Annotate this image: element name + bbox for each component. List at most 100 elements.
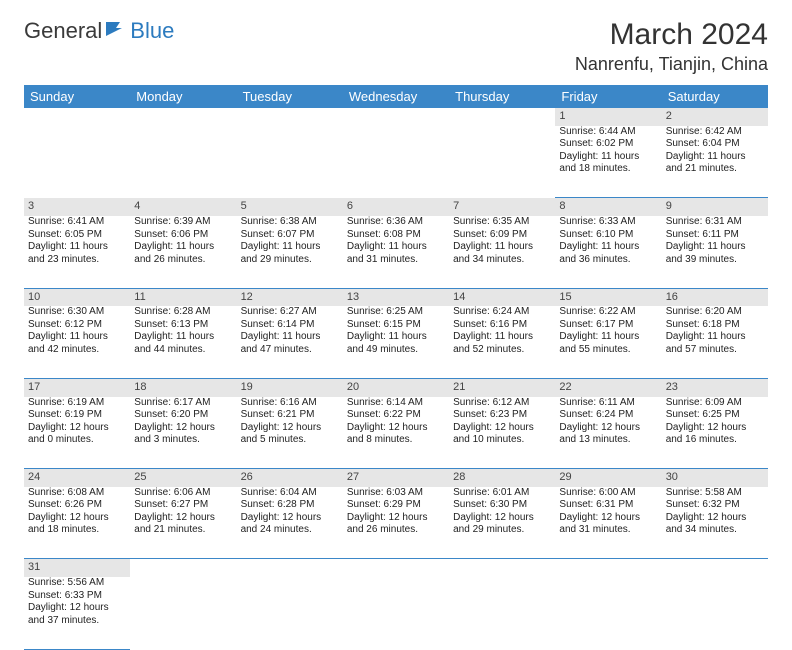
- sunset-text: Sunset: 6:09 PM: [453, 229, 551, 242]
- day-number-cell: 23: [662, 378, 768, 396]
- sunrise-text: Sunrise: 5:56 AM: [28, 577, 126, 590]
- sunset-text: Sunset: 6:32 PM: [666, 499, 764, 512]
- daylight-text: Daylight: 12 hours and 5 minutes.: [241, 422, 339, 447]
- day-number-cell: 16: [662, 288, 768, 306]
- sunrise-text: Sunrise: 6:24 AM: [453, 306, 551, 319]
- sunset-text: Sunset: 6:22 PM: [347, 409, 445, 422]
- day-number-cell: [237, 108, 343, 126]
- weekday-header: Monday: [130, 85, 236, 108]
- day-info-cell: Sunrise: 6:39 AMSunset: 6:06 PMDaylight:…: [130, 216, 236, 288]
- day-number-cell: 13: [343, 288, 449, 306]
- sunset-text: Sunset: 6:25 PM: [666, 409, 764, 422]
- day-info-cell: [662, 577, 768, 649]
- sunset-text: Sunset: 6:05 PM: [28, 229, 126, 242]
- daylight-text: Daylight: 11 hours and 26 minutes.: [134, 241, 232, 266]
- daylight-text: Daylight: 12 hours and 10 minutes.: [453, 422, 551, 447]
- day-number-cell: 25: [130, 469, 236, 487]
- day-info-cell: Sunrise: 5:58 AMSunset: 6:32 PMDaylight:…: [662, 487, 768, 559]
- day-number-cell: 1: [555, 108, 661, 126]
- day-number-cell: 24: [24, 469, 130, 487]
- sunset-text: Sunset: 6:02 PM: [559, 138, 657, 151]
- day-number-cell: 9: [662, 198, 768, 216]
- day-info-cell: Sunrise: 6:25 AMSunset: 6:15 PMDaylight:…: [343, 306, 449, 378]
- calendar-table: Sunday Monday Tuesday Wednesday Thursday…: [24, 85, 768, 650]
- weekday-header: Sunday: [24, 85, 130, 108]
- day-info-cell: Sunrise: 6:33 AMSunset: 6:10 PMDaylight:…: [555, 216, 661, 288]
- day-info-cell: [343, 577, 449, 649]
- day-info-cell: Sunrise: 6:04 AMSunset: 6:28 PMDaylight:…: [237, 487, 343, 559]
- day-info-cell: Sunrise: 6:01 AMSunset: 6:30 PMDaylight:…: [449, 487, 555, 559]
- sunset-text: Sunset: 6:31 PM: [559, 499, 657, 512]
- sunset-text: Sunset: 6:29 PM: [347, 499, 445, 512]
- day-number-cell: 12: [237, 288, 343, 306]
- daylight-text: Daylight: 12 hours and 34 minutes.: [666, 512, 764, 537]
- day-number-row: 24252627282930: [24, 469, 768, 487]
- sunrise-text: Sunrise: 6:20 AM: [666, 306, 764, 319]
- day-info-cell: Sunrise: 6:09 AMSunset: 6:25 PMDaylight:…: [662, 397, 768, 469]
- daylight-text: Daylight: 11 hours and 47 minutes.: [241, 331, 339, 356]
- sunset-text: Sunset: 6:17 PM: [559, 319, 657, 332]
- day-info-row: Sunrise: 6:08 AMSunset: 6:26 PMDaylight:…: [24, 487, 768, 559]
- day-info-cell: Sunrise: 6:28 AMSunset: 6:13 PMDaylight:…: [130, 306, 236, 378]
- daylight-text: Daylight: 11 hours and 44 minutes.: [134, 331, 232, 356]
- daylight-text: Daylight: 12 hours and 8 minutes.: [347, 422, 445, 447]
- day-number-cell: 31: [24, 559, 130, 577]
- day-number-cell: 22: [555, 378, 661, 396]
- daylight-text: Daylight: 11 hours and 29 minutes.: [241, 241, 339, 266]
- day-info-cell: Sunrise: 6:27 AMSunset: 6:14 PMDaylight:…: [237, 306, 343, 378]
- flag-icon: [106, 18, 128, 44]
- day-number-cell: 15: [555, 288, 661, 306]
- daylight-text: Daylight: 11 hours and 34 minutes.: [453, 241, 551, 266]
- day-info-cell: Sunrise: 6:08 AMSunset: 6:26 PMDaylight:…: [24, 487, 130, 559]
- day-info-row: Sunrise: 6:30 AMSunset: 6:12 PMDaylight:…: [24, 306, 768, 378]
- day-number-row: 3456789: [24, 198, 768, 216]
- day-number-cell: [130, 108, 236, 126]
- sunset-text: Sunset: 6:19 PM: [28, 409, 126, 422]
- sunrise-text: Sunrise: 6:33 AM: [559, 216, 657, 229]
- daylight-text: Daylight: 11 hours and 31 minutes.: [347, 241, 445, 266]
- sunrise-text: Sunrise: 6:03 AM: [347, 487, 445, 500]
- day-info-cell: Sunrise: 6:35 AMSunset: 6:09 PMDaylight:…: [449, 216, 555, 288]
- daylight-text: Daylight: 11 hours and 36 minutes.: [559, 241, 657, 266]
- sunrise-text: Sunrise: 6:44 AM: [559, 126, 657, 139]
- day-number-cell: 10: [24, 288, 130, 306]
- day-number-cell: [449, 108, 555, 126]
- sunrise-text: Sunrise: 6:00 AM: [559, 487, 657, 500]
- day-info-cell: Sunrise: 6:20 AMSunset: 6:18 PMDaylight:…: [662, 306, 768, 378]
- day-info-cell: Sunrise: 5:56 AMSunset: 6:33 PMDaylight:…: [24, 577, 130, 649]
- weekday-header: Thursday: [449, 85, 555, 108]
- calendar-body: 12Sunrise: 6:44 AMSunset: 6:02 PMDayligh…: [24, 108, 768, 649]
- day-number-cell: [343, 108, 449, 126]
- title-block: March 2024 Nanrenfu, Tianjin, China: [575, 18, 768, 75]
- day-number-cell: [24, 108, 130, 126]
- daylight-text: Daylight: 12 hours and 16 minutes.: [666, 422, 764, 447]
- day-info-cell: [555, 577, 661, 649]
- sunrise-text: Sunrise: 6:35 AM: [453, 216, 551, 229]
- day-info-cell: [449, 126, 555, 198]
- day-number-cell: 2: [662, 108, 768, 126]
- logo-text-1: General: [24, 18, 102, 44]
- day-info-cell: [449, 577, 555, 649]
- daylight-text: Daylight: 11 hours and 55 minutes.: [559, 331, 657, 356]
- sunset-text: Sunset: 6:18 PM: [666, 319, 764, 332]
- day-info-cell: Sunrise: 6:11 AMSunset: 6:24 PMDaylight:…: [555, 397, 661, 469]
- daylight-text: Daylight: 11 hours and 18 minutes.: [559, 151, 657, 176]
- logo: General Blue: [24, 18, 174, 44]
- sunset-text: Sunset: 6:12 PM: [28, 319, 126, 332]
- sunrise-text: Sunrise: 6:01 AM: [453, 487, 551, 500]
- day-info-cell: Sunrise: 6:19 AMSunset: 6:19 PMDaylight:…: [24, 397, 130, 469]
- sunrise-text: Sunrise: 6:28 AM: [134, 306, 232, 319]
- sunrise-text: Sunrise: 6:39 AM: [134, 216, 232, 229]
- sunrise-text: Sunrise: 6:16 AM: [241, 397, 339, 410]
- sunrise-text: Sunrise: 6:11 AM: [559, 397, 657, 410]
- sunrise-text: Sunrise: 6:06 AM: [134, 487, 232, 500]
- day-number-cell: [662, 559, 768, 577]
- sunrise-text: Sunrise: 6:08 AM: [28, 487, 126, 500]
- day-number-cell: 28: [449, 469, 555, 487]
- day-number-cell: [555, 559, 661, 577]
- sunset-text: Sunset: 6:23 PM: [453, 409, 551, 422]
- sunrise-text: Sunrise: 6:09 AM: [666, 397, 764, 410]
- weekday-header: Saturday: [662, 85, 768, 108]
- day-info-row: Sunrise: 6:44 AMSunset: 6:02 PMDaylight:…: [24, 126, 768, 198]
- header: General Blue March 2024 Nanrenfu, Tianji…: [24, 18, 768, 75]
